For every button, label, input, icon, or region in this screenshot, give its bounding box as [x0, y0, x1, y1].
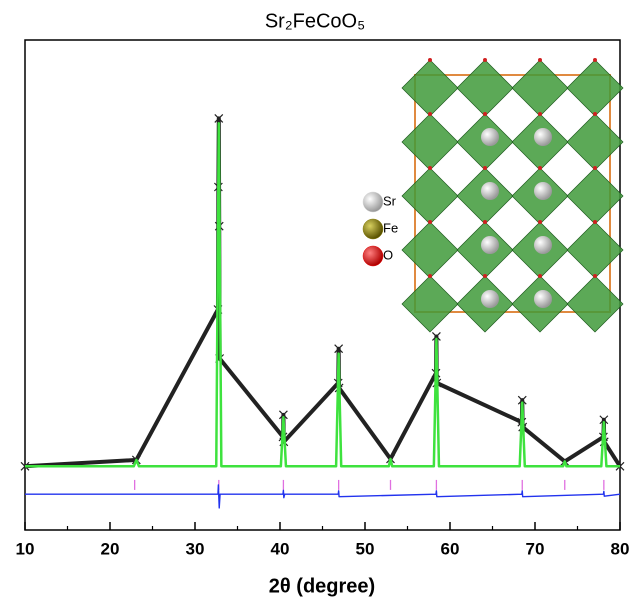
observed-marker [214, 113, 224, 123]
legend-label: Fe [383, 220, 398, 235]
oxygen-atom [483, 166, 487, 170]
sr-atom [481, 236, 499, 254]
observed-marker [599, 415, 609, 425]
x-tick-label: 50 [356, 539, 375, 558]
oxygen-atom [538, 166, 542, 170]
data-line [25, 484, 621, 509]
octahedron [401, 275, 459, 333]
x-tick-label: 20 [101, 539, 120, 558]
sr-atom [534, 182, 552, 200]
observed-marker [334, 344, 344, 354]
observed-marker [431, 332, 441, 341]
x-tick-label: 80 [611, 539, 630, 558]
x-tick-label: 30 [186, 539, 205, 558]
oxygen-atom [428, 166, 432, 170]
oxygen-atom [483, 274, 487, 278]
oxygen-atom [538, 112, 542, 116]
sr-atom [534, 236, 552, 254]
observed-marker [517, 395, 527, 405]
legend-swatch [362, 245, 384, 267]
oxygen-atom [483, 220, 487, 224]
oxygen-atom [428, 274, 432, 278]
oxygen-atom [538, 220, 542, 224]
sr-atom [481, 182, 499, 200]
oxygen-atom [593, 112, 597, 116]
x-tick-label: 60 [441, 539, 460, 558]
sr-atom [481, 290, 499, 308]
oxygen-atom [428, 58, 432, 62]
legend-label: O [383, 247, 393, 262]
legend-swatch [362, 218, 384, 240]
chart-title: Sr₂FeCoO₅ [265, 10, 365, 32]
sr-atom [481, 128, 499, 146]
oxygen-atom [593, 58, 597, 62]
observed-marker [278, 410, 288, 420]
oxygen-atom [428, 112, 432, 116]
sr-atom [534, 290, 552, 308]
oxygen-atom [538, 58, 542, 62]
x-tick-label: 10 [16, 539, 35, 558]
oxygen-atom [593, 166, 597, 170]
oxygen-atom [483, 112, 487, 116]
oxygen-atom [538, 274, 542, 278]
legend-label: Sr [383, 193, 397, 208]
oxygen-atom [593, 220, 597, 224]
data-line [25, 122, 620, 468]
x-tick-label: 40 [271, 539, 290, 558]
oxygen-atom [593, 274, 597, 278]
octahedron [566, 275, 624, 333]
x-tick-label: 70 [526, 539, 545, 558]
x-axis-label: 2θ (degree) [269, 575, 375, 597]
oxygen-atom [483, 58, 487, 62]
sr-atom [534, 128, 552, 146]
legend-swatch [362, 191, 384, 213]
crystal-structure-inset [401, 58, 624, 333]
oxygen-atom [428, 220, 432, 224]
